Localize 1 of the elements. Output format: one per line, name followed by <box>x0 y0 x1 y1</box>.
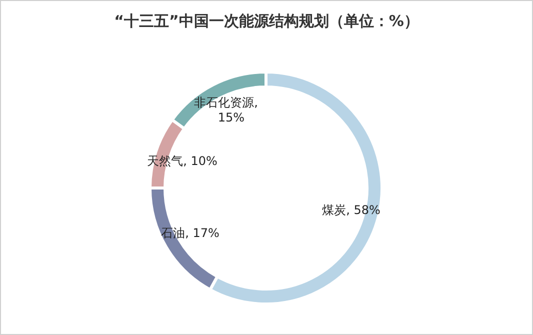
chart-title: “十三五”中国一次能源结构规划（单位：%） <box>114 12 419 30</box>
